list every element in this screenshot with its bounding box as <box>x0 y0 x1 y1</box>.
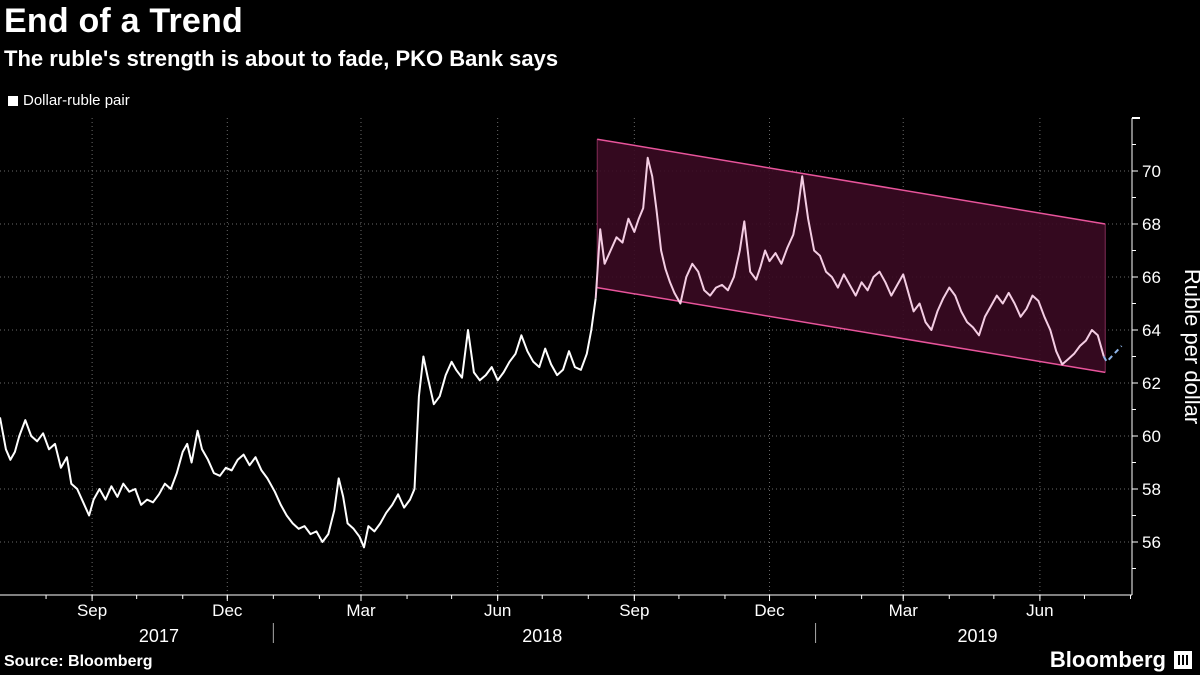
y-tick-label: 56 <box>1142 533 1161 552</box>
grid <box>0 118 1132 595</box>
series-line-pre-channel <box>0 298 597 549</box>
series-line-in-channel <box>594 156 1105 366</box>
brand-name: Bloomberg <box>1049 647 1166 672</box>
y-tick-label: 66 <box>1142 268 1161 287</box>
channel-fill <box>597 139 1106 373</box>
chart-subtitle: The ruble's strength is about to fade, P… <box>4 46 559 71</box>
y-tick-label: 70 <box>1142 162 1161 181</box>
year-label: 2017 <box>139 626 179 646</box>
series-lines <box>0 156 1123 549</box>
y-tick-label: 64 <box>1142 321 1161 340</box>
x-tick-label: Dec <box>212 601 243 620</box>
y-tick-label: 58 <box>1142 480 1161 499</box>
x-tick-label: Sep <box>77 601 107 620</box>
y-tick-label: 68 <box>1142 215 1161 234</box>
brand-logo: Bloomberg <box>1050 647 1192 673</box>
legend-swatch <box>8 95 18 106</box>
year-label: 2019 <box>957 626 997 646</box>
y-tick-label: 60 <box>1142 427 1161 446</box>
x-tick-label: Jun <box>1026 601 1053 620</box>
channel-upper-line <box>597 138 1106 225</box>
x-tick-label: Mar <box>889 601 919 620</box>
trend-channel <box>596 138 1106 374</box>
year-label: 2018 <box>522 626 562 646</box>
x-tick-label: Jun <box>484 601 511 620</box>
x-tick-label: Dec <box>754 601 785 620</box>
forecast-line <box>1102 345 1123 364</box>
source-note: Source: Bloomberg <box>4 653 153 670</box>
x-tick-label: Sep <box>619 601 649 620</box>
legend: Dollar-ruble pair <box>8 92 130 109</box>
axes: 56 58 60 62 64 66 68 70 Sep Dec Mar Jun Sep Dec Mar Jun… <box>0 117 1161 646</box>
channel-lower-line <box>597 286 1106 374</box>
chart-title: End of a Trend <box>4 2 243 40</box>
terminal-icon <box>1174 651 1192 669</box>
legend-label: Dollar-ruble pair <box>23 92 130 109</box>
x-tick-label: Mar <box>346 601 376 620</box>
y-tick-label: 62 <box>1142 374 1161 393</box>
y-axis-label: Ruble per dollar <box>1180 269 1200 424</box>
